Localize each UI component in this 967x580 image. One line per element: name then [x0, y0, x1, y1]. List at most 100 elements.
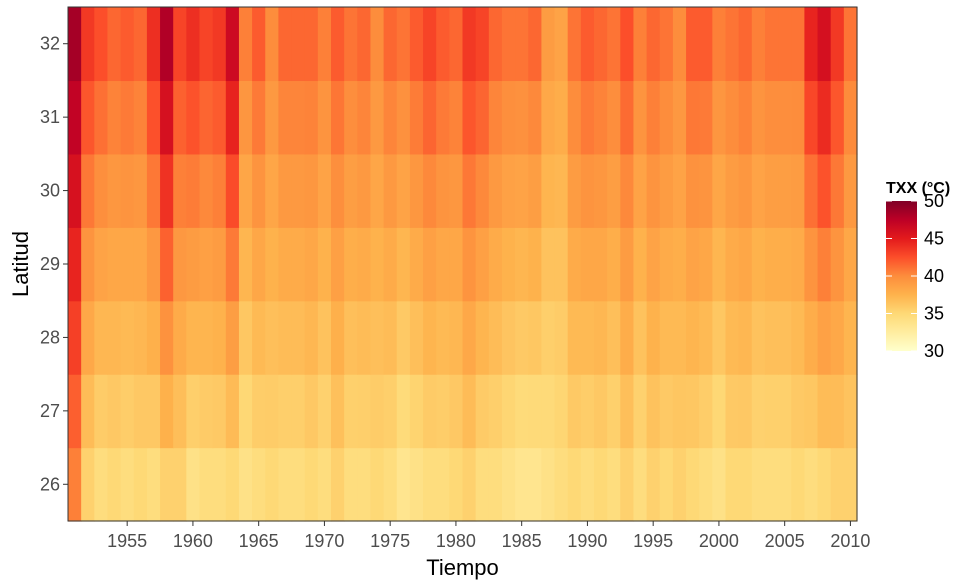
- heatmap-cell: [686, 80, 700, 155]
- x-tick-label: 2000: [699, 531, 739, 551]
- heatmap-cell: [672, 153, 687, 228]
- heatmap-cell: [817, 227, 832, 302]
- heatmap-cell: [554, 374, 569, 449]
- heatmap-cell: [462, 80, 477, 155]
- heatmap-cell: [580, 300, 595, 375]
- heatmap-cell: [252, 300, 266, 375]
- heatmap-cell: [528, 153, 542, 228]
- heatmap-cell: [804, 447, 819, 522]
- heatmap-cell: [830, 227, 845, 302]
- heatmap-cell: [357, 227, 372, 302]
- heatmap-cell: [357, 447, 372, 522]
- heatmap-cell: [567, 7, 582, 82]
- heatmap-cell: [383, 227, 398, 302]
- heatmap-cell: [475, 80, 490, 155]
- heatmap-cell: [488, 153, 503, 228]
- heatmap-cell: [659, 227, 674, 302]
- heatmap-cell: [462, 7, 477, 82]
- heatmap-cell: [804, 227, 819, 302]
- heatmap-cell: [94, 227, 109, 302]
- heatmap-cell: [751, 80, 766, 155]
- heatmap-cell: [699, 80, 713, 155]
- heatmap-cell: [554, 7, 569, 82]
- heatmap-cell: [357, 7, 372, 82]
- heatmap-cell: [804, 7, 819, 82]
- heatmap-cell: [554, 80, 569, 155]
- heatmap-cell: [567, 374, 582, 449]
- heatmap-cell: [370, 153, 385, 228]
- heatmap-cell: [725, 300, 740, 375]
- heatmap-cell: [436, 80, 450, 155]
- heatmap-cell: [212, 300, 227, 375]
- heatmap-cell: [344, 7, 358, 82]
- heatmap-cell: [252, 80, 266, 155]
- heatmap-cell: [238, 447, 253, 522]
- heatmap-cell: [594, 374, 608, 449]
- heatmap-cell: [580, 374, 595, 449]
- heatmap-cell: [843, 374, 858, 449]
- heatmap-cell: [107, 374, 122, 449]
- heatmap-cell: [672, 300, 687, 375]
- heatmap-cell: [317, 227, 332, 302]
- heatmap-cell: [186, 300, 201, 375]
- x-tick-label: 2010: [830, 531, 870, 551]
- heatmap-cell: [173, 447, 187, 522]
- heatmap-cell: [528, 7, 542, 82]
- heatmap-cell: [423, 153, 437, 228]
- heatmap-cell: [225, 80, 240, 155]
- heatmap-cell: [712, 227, 727, 302]
- heatmap-cell: [212, 80, 227, 155]
- heatmap-cell: [436, 7, 450, 82]
- heatmap-cell: [436, 227, 450, 302]
- heatmap-cell: [501, 374, 516, 449]
- heatmap-cell: [199, 153, 214, 228]
- heatmap-cell: [567, 80, 582, 155]
- heatmap-cell: [633, 374, 648, 449]
- heatmap-cell: [107, 227, 122, 302]
- heatmap-cell: [186, 447, 201, 522]
- heatmap-cell: [686, 374, 700, 449]
- heatmap-cell: [843, 80, 858, 155]
- heatmap-cell: [620, 80, 635, 155]
- heatmap-cell: [488, 80, 503, 155]
- heatmap-cell: [764, 80, 779, 155]
- heatmap-cell: [607, 7, 621, 82]
- heatmap-cell: [94, 7, 109, 82]
- x-tick-label: 1980: [436, 531, 476, 551]
- heatmap-cell: [738, 300, 753, 375]
- heatmap-cell: [646, 227, 661, 302]
- heatmap-cell: [120, 300, 135, 375]
- heatmap-cell: [791, 374, 805, 449]
- heatmap-cell: [291, 374, 306, 449]
- heatmap-cell: [778, 153, 792, 228]
- heatmap-cell: [515, 153, 529, 228]
- heatmap-cell: [133, 374, 148, 449]
- heatmap-cell: [423, 227, 437, 302]
- heatmap-cell: [620, 7, 635, 82]
- heatmap-cell: [541, 227, 556, 302]
- heatmap-cell: [830, 300, 845, 375]
- heatmap-cell: [238, 227, 253, 302]
- heatmap-cell: [462, 447, 477, 522]
- heatmap-cell: [409, 80, 424, 155]
- heatmap-cell: [633, 153, 648, 228]
- heatmap-cell: [633, 80, 648, 155]
- heatmap-cell: [699, 227, 713, 302]
- heatmap-cell: [449, 80, 464, 155]
- heatmap-cell: [252, 7, 266, 82]
- heatmap-cell: [528, 80, 542, 155]
- heatmap-cell: [146, 374, 161, 449]
- heatmap-cell: [383, 300, 398, 375]
- heatmap-cell: [331, 447, 345, 522]
- heatmap-cell: [409, 7, 424, 82]
- heatmap-cell: [672, 7, 687, 82]
- heatmap-cell: [686, 300, 700, 375]
- heatmap-cell: [501, 80, 516, 155]
- heatmap-cell: [212, 447, 227, 522]
- heatmap-cell: [554, 153, 569, 228]
- heatmap-cell: [331, 300, 345, 375]
- heatmap-cell: [751, 300, 766, 375]
- heatmap-cell: [160, 374, 174, 449]
- heatmap-cell: [68, 153, 82, 228]
- legend: TXX (°C) 30 35 40 45 50: [886, 180, 950, 361]
